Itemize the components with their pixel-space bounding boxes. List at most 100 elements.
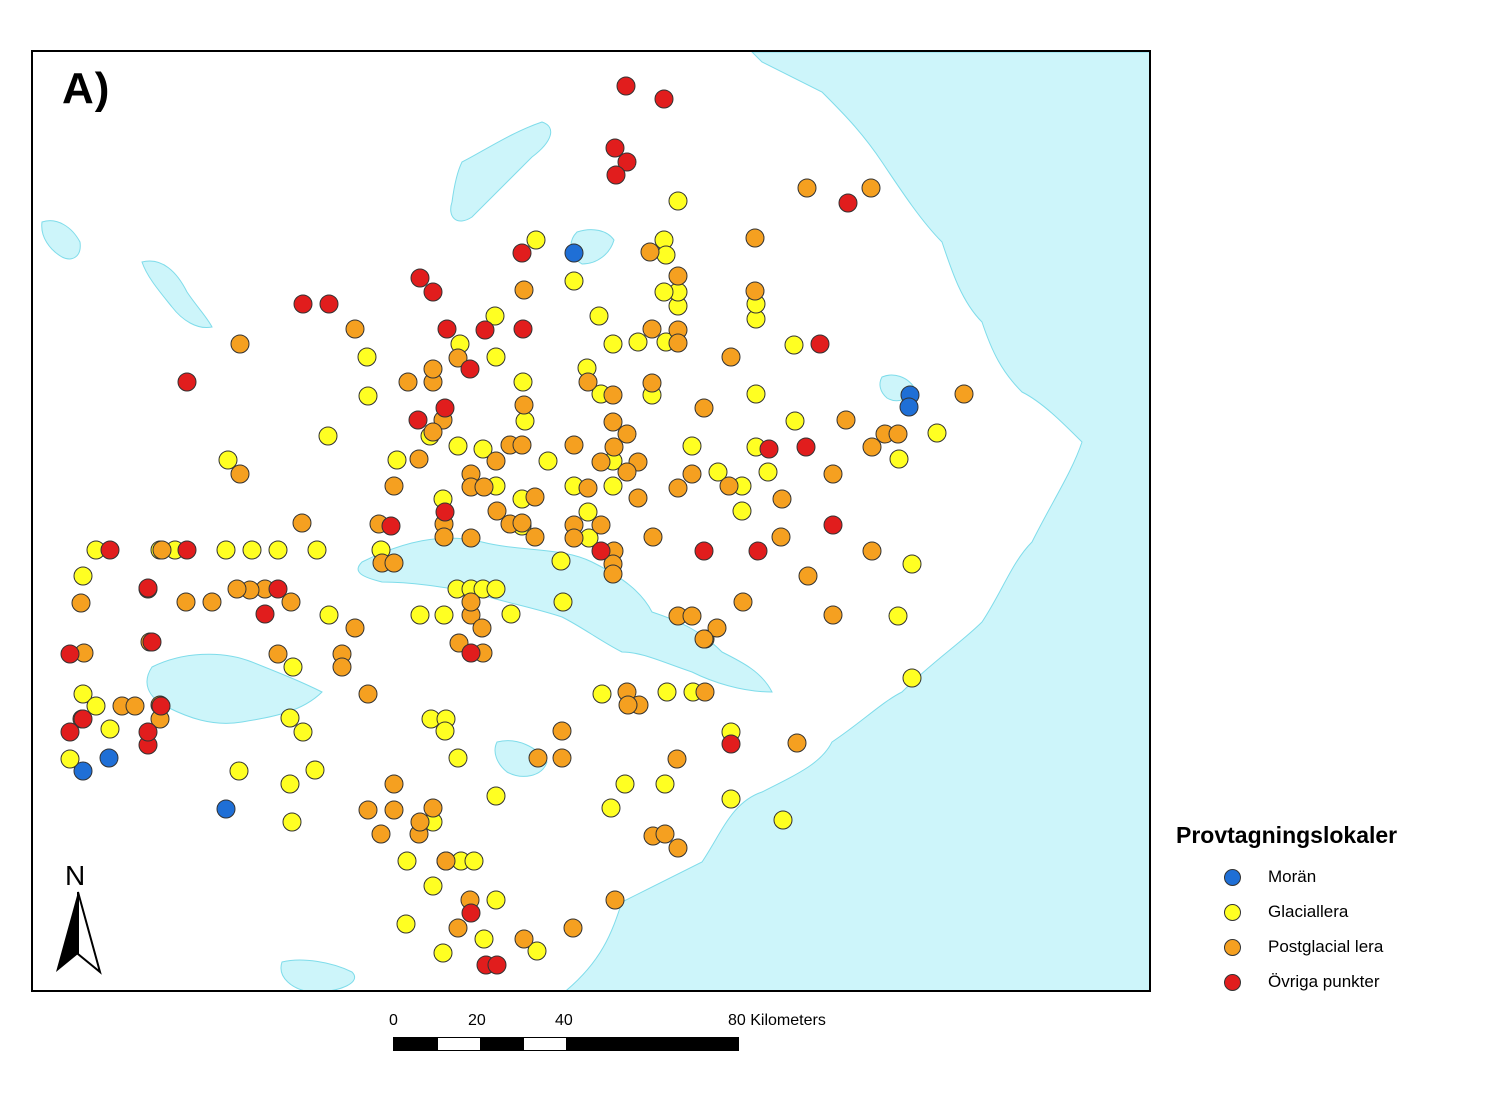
scale-segment [523, 1037, 567, 1051]
postglacial-lera-point [563, 918, 583, 938]
legend-label-postglacial-lera: Postglacial lera [1268, 937, 1384, 956]
glaciallera-point [486, 890, 506, 910]
moran-point [899, 397, 919, 417]
postglacial-lera-point [694, 629, 714, 649]
glaciallera-point [657, 682, 677, 702]
scale-segment [566, 1037, 739, 1051]
ovriga-punkter-point [721, 734, 741, 754]
postglacial-lera-point [823, 464, 843, 484]
postglacial-lera-point [345, 319, 365, 339]
glaciallera-point [282, 812, 302, 832]
glaciallera-point [773, 810, 793, 830]
lake-small-1 [141, 260, 213, 329]
glaciallera-point [396, 914, 416, 934]
glaciallera-point [283, 657, 303, 677]
ovriga-punkter-point [408, 410, 428, 430]
ovriga-punkter-point [73, 709, 93, 729]
postglacial-lera-point [525, 527, 545, 547]
postglacial-lera-point [514, 929, 534, 949]
north-arrow-icon [56, 891, 102, 975]
glaciallera-point [682, 436, 702, 456]
postglacial-lera-point [642, 319, 662, 339]
postglacial-lera-point [643, 527, 663, 547]
ovriga-punkter-point [694, 541, 714, 561]
postglacial-lera-point [618, 695, 638, 715]
ovriga-punkter-point [796, 437, 816, 457]
glaciallera-point [654, 282, 674, 302]
glaciallera-point [358, 386, 378, 406]
postglacial-lera-point [461, 528, 481, 548]
glaciallera-point [357, 347, 377, 367]
postglacial-lera-point [578, 478, 598, 498]
glaciallera-point [889, 449, 909, 469]
legend-swatch-moran [1224, 869, 1241, 886]
glaciallera-point [527, 941, 547, 961]
postglacial-lera-point [423, 798, 443, 818]
postglacial-lera-point [694, 398, 714, 418]
postglacial-lera-point [604, 437, 624, 457]
postglacial-lera-point [472, 618, 492, 638]
glaciallera-point [526, 230, 546, 250]
ovriga-punkter-point [60, 644, 80, 664]
moran-point [73, 761, 93, 781]
postglacial-lera-point [202, 592, 222, 612]
postglacial-lera-point [655, 824, 675, 844]
postglacial-lera-point [461, 592, 481, 612]
ovriga-punkter-point [748, 541, 768, 561]
postglacial-lera-point [487, 501, 507, 521]
postglacial-lera-point [409, 449, 429, 469]
glaciallera-point [229, 761, 249, 781]
postglacial-lera-point [436, 851, 456, 871]
glaciallera-point [464, 851, 484, 871]
legend-label-glaciallera: Glaciallera [1268, 902, 1349, 921]
postglacial-lera-point [448, 348, 468, 368]
postglacial-lera-point [564, 435, 584, 455]
postglacial-lera-point [384, 774, 404, 794]
postglacial-lera-point [176, 592, 196, 612]
ovriga-punkter-point [461, 643, 481, 663]
glaciallera-point [758, 462, 778, 482]
ovriga-punkter-point [435, 502, 455, 522]
glaciallera-point [785, 411, 805, 431]
postglacial-lera-point [552, 748, 572, 768]
glaciallera-point [435, 721, 455, 741]
postglacial-lera-point [603, 385, 623, 405]
glaciallera-point [307, 540, 327, 560]
scale-segment [437, 1037, 481, 1051]
postglacial-lera-point [230, 464, 250, 484]
postglacial-lera-point [525, 487, 545, 507]
postglacial-lera-point [862, 437, 882, 457]
postglacial-lera-point [332, 657, 352, 677]
postglacial-lera-point [384, 476, 404, 496]
postglacial-lera-point [642, 373, 662, 393]
ovriga-punkter-point [177, 540, 197, 560]
map-frame [31, 50, 1151, 992]
postglacial-lera-point [682, 464, 702, 484]
ovriga-punkter-point [823, 515, 843, 535]
glaciallera-point [280, 708, 300, 728]
ovriga-punkter-point [616, 76, 636, 96]
postglacial-lera-point [152, 540, 172, 560]
glaciallera-point [387, 450, 407, 470]
ovriga-punkter-point [255, 604, 275, 624]
postglacial-lera-point [682, 606, 702, 626]
ovriga-punkter-point [759, 439, 779, 459]
ovriga-punkter-point [617, 152, 637, 172]
postglacial-lera-point [591, 515, 611, 535]
glaciallera-point [589, 306, 609, 326]
glaciallera-point [485, 306, 505, 326]
postglacial-lera-point [745, 228, 765, 248]
postglacial-lera-point [512, 513, 532, 533]
ovriga-punkter-point [151, 696, 171, 716]
postglacial-lera-point [371, 824, 391, 844]
legend-label-ovriga-punkter: Övriga punkter [1268, 972, 1380, 991]
glaciallera-point [280, 774, 300, 794]
postglacial-lera-point [512, 435, 532, 455]
postglacial-lera-point [358, 684, 378, 704]
postglacial-lera-point [292, 513, 312, 533]
postglacial-lera-point [836, 410, 856, 430]
scale-tick-80: 80 Kilometers [728, 1012, 826, 1029]
glaciallera-point [423, 876, 443, 896]
glaciallera-point [553, 592, 573, 612]
glaciallera-point [515, 411, 535, 431]
